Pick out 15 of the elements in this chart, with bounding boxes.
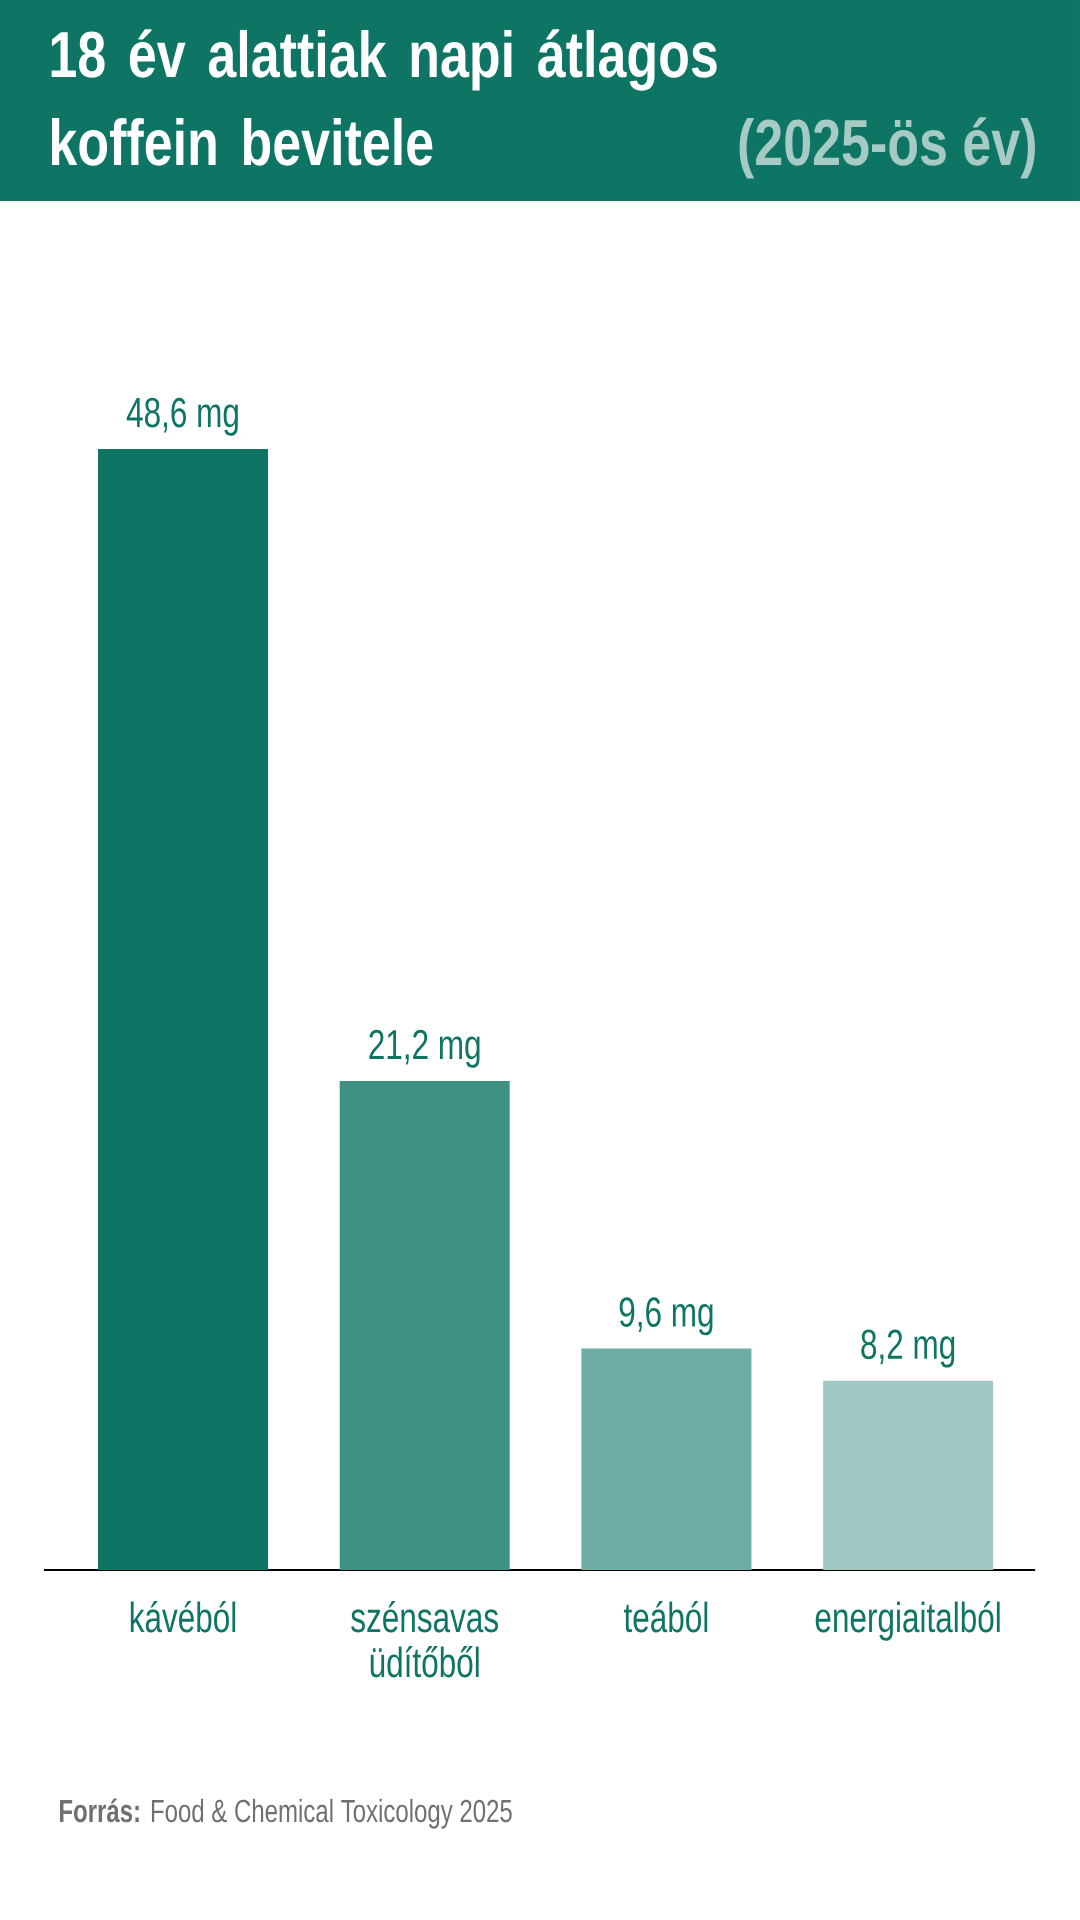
- data-label: 8,2 mg: [861, 1329, 955, 1368]
- chart-subtitle: (2025-ös év): [739, 117, 1035, 179]
- chart-title: 18 év alattiak napi átlagos koffein bevitele: [51, 29, 717, 166]
- x-tick-label: kávéból: [130, 1601, 236, 1633]
- data-label: 21,2 mg: [369, 1029, 480, 1068]
- data-label: 48,6 mg: [126, 397, 238, 436]
- x-tick-label: teából: [623, 1601, 708, 1633]
- x-tick-label: szénsavas üdítőből: [351, 1601, 498, 1678]
- bar: [98, 449, 269, 1571]
- text: Forrás: Food & Chemical Toxicology 2025: [60, 1798, 512, 1829]
- bar: [581, 1348, 752, 1571]
- bar: [339, 1081, 510, 1571]
- data-label: 9,6 mg: [619, 1297, 713, 1336]
- x-tick-label: energiaitalból: [815, 1601, 1000, 1641]
- bar: [823, 1380, 994, 1571]
